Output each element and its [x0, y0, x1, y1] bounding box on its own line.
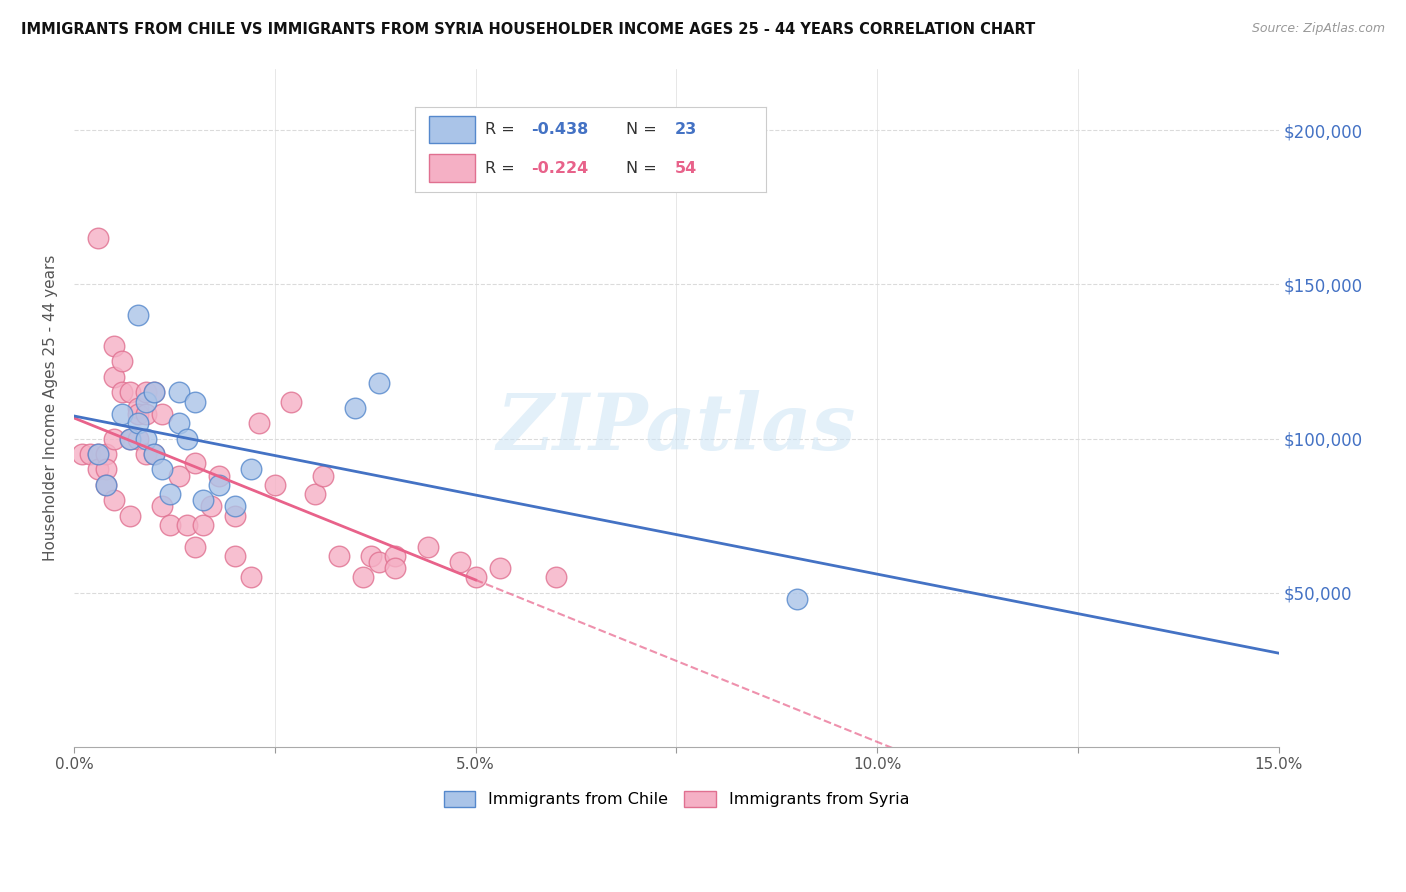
Point	[96, 478, 118, 492]
Point	[384, 561, 406, 575]
Point	[312, 468, 335, 483]
Point	[143, 447, 166, 461]
Point	[328, 549, 350, 563]
Point	[135, 407, 157, 421]
Text: -0.438: -0.438	[531, 122, 588, 137]
Point	[111, 354, 134, 368]
Point	[87, 447, 110, 461]
Point	[96, 447, 118, 461]
Point	[224, 549, 246, 563]
Text: R =: R =	[485, 122, 520, 137]
Point	[280, 394, 302, 409]
Text: 54: 54	[675, 161, 697, 176]
Point	[152, 407, 174, 421]
Point	[449, 555, 471, 569]
Point	[368, 376, 391, 390]
Text: R =: R =	[485, 161, 520, 176]
Point	[239, 462, 262, 476]
Point	[224, 508, 246, 523]
Point	[239, 570, 262, 584]
Bar	[429, 154, 475, 182]
Point	[127, 416, 149, 430]
Point	[143, 385, 166, 400]
Point	[127, 407, 149, 421]
Point	[224, 500, 246, 514]
Text: N =: N =	[626, 161, 662, 176]
Point	[416, 540, 439, 554]
Point	[135, 385, 157, 400]
Point	[127, 308, 149, 322]
Point	[786, 591, 808, 606]
Point	[191, 518, 214, 533]
Point	[152, 500, 174, 514]
Point	[87, 231, 110, 245]
Point	[111, 385, 134, 400]
Point	[70, 447, 93, 461]
Point	[200, 500, 222, 514]
Text: IMMIGRANTS FROM CHILE VS IMMIGRANTS FROM SYRIA HOUSEHOLDER INCOME AGES 25 - 44 Y: IMMIGRANTS FROM CHILE VS IMMIGRANTS FROM…	[21, 22, 1035, 37]
Point	[464, 570, 486, 584]
Point	[264, 478, 287, 492]
Point	[135, 394, 157, 409]
Point	[208, 468, 231, 483]
Point	[191, 493, 214, 508]
Point	[103, 370, 125, 384]
Point	[183, 540, 205, 554]
Point	[135, 432, 157, 446]
Point	[79, 447, 101, 461]
Point	[360, 549, 382, 563]
Point	[111, 407, 134, 421]
Point	[103, 432, 125, 446]
Text: Source: ZipAtlas.com: Source: ZipAtlas.com	[1251, 22, 1385, 36]
Point	[96, 478, 118, 492]
Point	[183, 456, 205, 470]
Point	[159, 518, 181, 533]
Point	[183, 394, 205, 409]
Point	[304, 487, 326, 501]
Point	[208, 478, 231, 492]
Text: ZIPatlas: ZIPatlas	[496, 390, 856, 467]
Point	[167, 468, 190, 483]
Point	[127, 432, 149, 446]
Legend: Immigrants from Chile, Immigrants from Syria: Immigrants from Chile, Immigrants from S…	[437, 784, 915, 814]
Point	[120, 432, 142, 446]
Point	[103, 493, 125, 508]
Point	[135, 447, 157, 461]
Point	[96, 462, 118, 476]
Point	[488, 561, 510, 575]
Point	[120, 508, 142, 523]
Point	[152, 462, 174, 476]
Point	[368, 555, 391, 569]
Point	[167, 416, 190, 430]
Point	[544, 570, 567, 584]
Point	[143, 385, 166, 400]
Point	[167, 385, 190, 400]
Text: -0.224: -0.224	[531, 161, 588, 176]
Point	[159, 487, 181, 501]
Point	[120, 385, 142, 400]
Point	[176, 518, 198, 533]
Point	[352, 570, 374, 584]
Point	[127, 401, 149, 415]
Bar	[429, 116, 475, 144]
Point	[120, 432, 142, 446]
Point	[143, 447, 166, 461]
Point	[87, 462, 110, 476]
Y-axis label: Householder Income Ages 25 - 44 years: Householder Income Ages 25 - 44 years	[44, 254, 58, 561]
Point	[247, 416, 270, 430]
Point	[87, 447, 110, 461]
Point	[384, 549, 406, 563]
Point	[103, 339, 125, 353]
Text: 23: 23	[675, 122, 697, 137]
Text: N =: N =	[626, 122, 662, 137]
Point	[344, 401, 367, 415]
Point	[176, 432, 198, 446]
